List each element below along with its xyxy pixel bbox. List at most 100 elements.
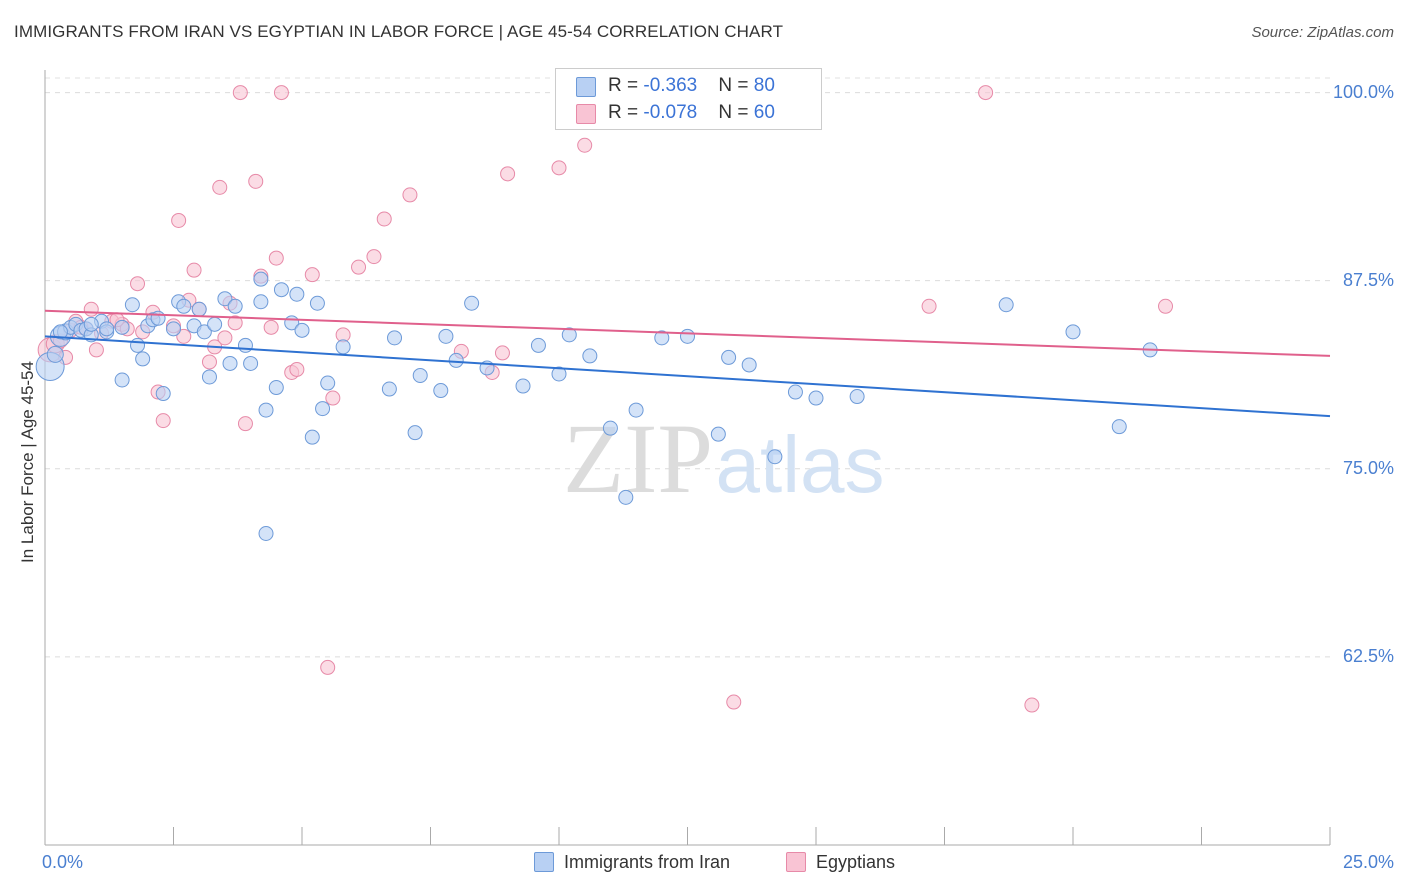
iran-point	[253, 271, 269, 287]
iran-point	[289, 286, 305, 302]
iran-point	[176, 298, 192, 314]
egypt-point	[304, 267, 320, 283]
iran-point	[381, 381, 397, 397]
egypt-point	[212, 179, 228, 195]
iran-points	[35, 271, 1158, 541]
trend-lines	[44, 309, 1331, 418]
iran-point	[309, 295, 325, 311]
egypt-point	[376, 211, 392, 227]
egypt-point	[186, 262, 202, 278]
iran-point	[412, 367, 428, 383]
iran-point	[767, 449, 783, 465]
iran-legend-swatch	[534, 852, 554, 872]
egypt-point	[227, 315, 243, 331]
iran-point	[253, 294, 269, 310]
iran-point	[294, 322, 310, 338]
iran-point	[222, 355, 238, 371]
iran-point	[433, 383, 449, 399]
egypt-point	[273, 85, 289, 101]
chart-title: IMMIGRANTS FROM IRAN VS EGYPTIAN IN LABO…	[14, 22, 784, 41]
iran-n-value: 80	[753, 75, 775, 96]
egypt-point	[551, 160, 567, 176]
y-tick-label: 62.5%	[1342, 645, 1394, 666]
iran-point	[654, 330, 670, 346]
iran-point	[561, 327, 577, 343]
iran-legend-label: Immigrants from Iran	[564, 852, 731, 872]
egypt-point	[83, 301, 99, 317]
iran-point	[849, 389, 865, 405]
iran-point	[448, 352, 464, 368]
iran-point	[130, 337, 146, 353]
iran-point	[710, 426, 726, 442]
iran-point	[191, 301, 207, 317]
egypt-point	[921, 298, 937, 314]
iran-point	[335, 339, 351, 355]
iran-point	[114, 319, 130, 335]
correlation-legend: R = -0.363 N = 80 R = -0.078 N = 60	[555, 68, 822, 130]
egypt-point	[1158, 298, 1174, 314]
iran-point	[304, 429, 320, 445]
iran-point	[721, 349, 737, 365]
iran-point	[1111, 419, 1127, 435]
egypt-point	[268, 250, 284, 266]
iran-point	[217, 291, 233, 307]
iran-point	[998, 297, 1014, 313]
egypt-point	[320, 659, 336, 675]
iran-point	[320, 375, 336, 391]
egypt-point	[217, 330, 233, 346]
iran-point	[680, 328, 695, 344]
egypt-point	[494, 345, 510, 361]
iran-point	[602, 420, 618, 436]
egypt-swatch	[576, 104, 596, 124]
iran-point	[196, 324, 212, 340]
y-tick-label: 75.0%	[1342, 457, 1394, 478]
y-tick-label: 100.0%	[1332, 81, 1394, 102]
egypt-r-value: -0.078	[643, 102, 698, 123]
egypt-point	[577, 137, 593, 153]
egypt-legend-label: Egyptians	[816, 852, 896, 872]
iran-point	[1065, 324, 1081, 340]
iran-point	[135, 351, 151, 367]
iran-point	[628, 402, 644, 418]
iran-point	[741, 357, 757, 373]
iran-point	[530, 337, 546, 353]
egypt-point	[1024, 697, 1040, 713]
x-tick-label-min: 0.0%	[42, 852, 84, 872]
iran-point	[52, 324, 68, 340]
egypt-point	[402, 187, 418, 203]
iran-point	[407, 425, 423, 441]
iran-point	[618, 489, 634, 505]
egypt-legend-swatch	[786, 852, 806, 872]
iran-point	[515, 378, 531, 394]
bottom-legend-egypt: Egyptians	[786, 852, 895, 873]
y-axis-title: In Labor Force | Age 45-54	[18, 361, 37, 563]
iran-point	[207, 316, 223, 332]
iran-r-value: -0.363	[643, 75, 698, 96]
egypt-point	[232, 85, 248, 101]
iran-point	[201, 369, 217, 385]
egypt-point	[366, 249, 382, 265]
watermark: ZIP atlas	[563, 403, 884, 514]
egypt-point	[88, 342, 104, 358]
y-tick-label: 87.5%	[1342, 269, 1394, 290]
egypt-point	[237, 416, 253, 432]
egypt-point	[176, 328, 192, 344]
iran-point	[114, 372, 130, 388]
iran-point	[237, 337, 253, 353]
egypt-point	[351, 259, 367, 275]
iran-point	[258, 525, 274, 541]
iran-point	[582, 348, 598, 364]
iran-point	[166, 321, 181, 337]
bottom-legend-iran: Immigrants from Iran	[534, 852, 730, 873]
iran-swatch	[576, 77, 596, 97]
iran-trend-line	[44, 335, 1331, 418]
egypt-point	[130, 276, 146, 292]
iran-point	[387, 330, 403, 346]
iran-point	[273, 282, 289, 298]
iran-point	[268, 380, 284, 396]
egyptians-points	[37, 85, 1174, 713]
iran-point	[551, 366, 567, 382]
egypt-point	[171, 212, 187, 228]
iran-point	[155, 386, 171, 402]
iran-point	[83, 316, 99, 332]
